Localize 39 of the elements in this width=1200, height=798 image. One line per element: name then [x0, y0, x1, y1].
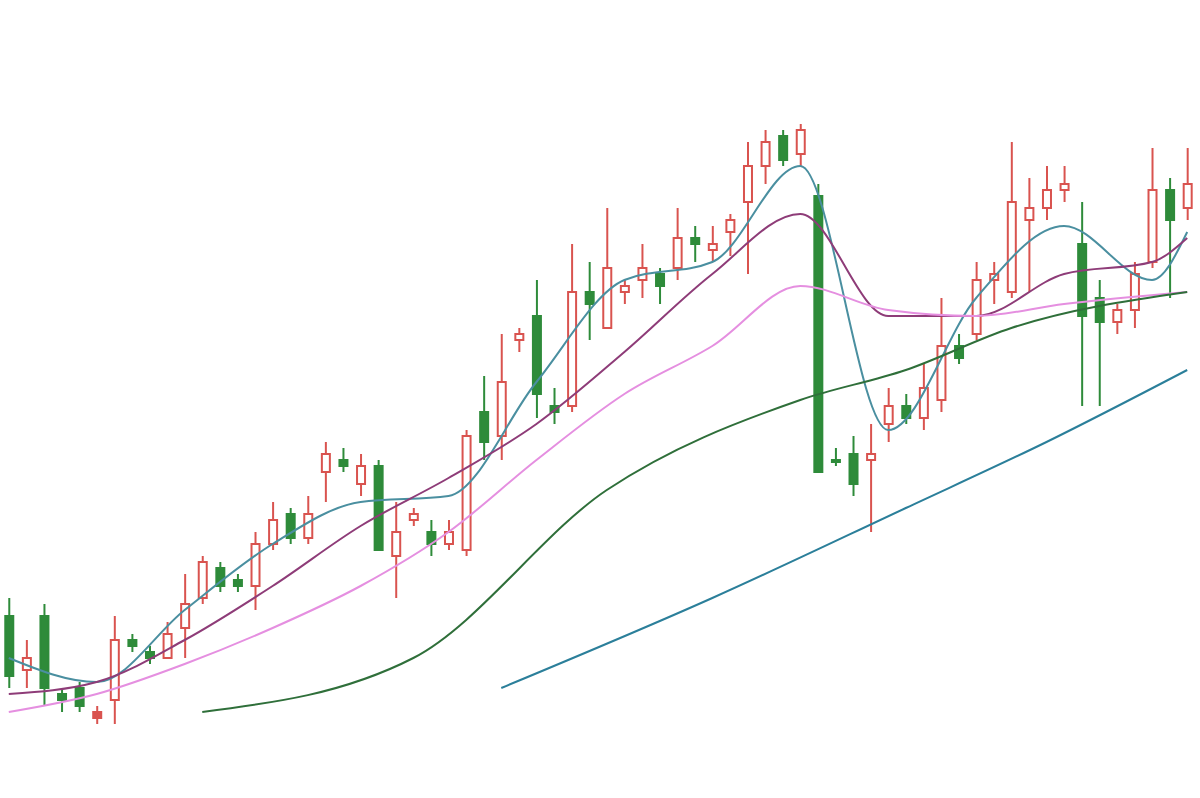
candlestick	[250, 531, 261, 611]
candlestick	[901, 393, 912, 425]
candlestick	[725, 213, 736, 257]
candlestick	[760, 129, 771, 185]
candlestick	[1112, 303, 1123, 335]
candlestick	[268, 501, 279, 551]
candlestick	[690, 225, 701, 263]
candlestick	[479, 375, 490, 461]
candlestick	[742, 141, 753, 275]
candlestick	[1182, 147, 1193, 221]
candlestick	[848, 435, 859, 497]
candlestick	[426, 519, 437, 557]
candlestick	[1059, 165, 1070, 203]
candlestick	[795, 124, 806, 167]
candlestick	[778, 129, 789, 167]
candlestick	[320, 441, 331, 503]
candlestick	[918, 363, 929, 431]
candlestick	[655, 267, 666, 305]
candlestick	[303, 495, 314, 545]
candlestick	[672, 207, 683, 281]
candlestick	[74, 681, 85, 713]
candlestick	[1165, 177, 1176, 299]
candlestick	[443, 519, 454, 551]
candlestick	[356, 453, 367, 497]
candlestick	[883, 387, 894, 443]
candlestick	[619, 279, 630, 305]
candlestick	[180, 573, 191, 659]
candlestick	[197, 555, 208, 605]
candlestick	[1041, 165, 1052, 221]
candlestick	[514, 327, 525, 353]
candlestick	[338, 447, 349, 473]
candlestick	[285, 507, 296, 545]
candlestick	[584, 261, 595, 341]
candlestick	[57, 687, 68, 713]
candlestick	[707, 225, 718, 263]
candlestick	[391, 501, 402, 599]
candlestick	[866, 423, 877, 533]
candlestick	[1024, 177, 1035, 293]
candlestick	[162, 621, 173, 659]
